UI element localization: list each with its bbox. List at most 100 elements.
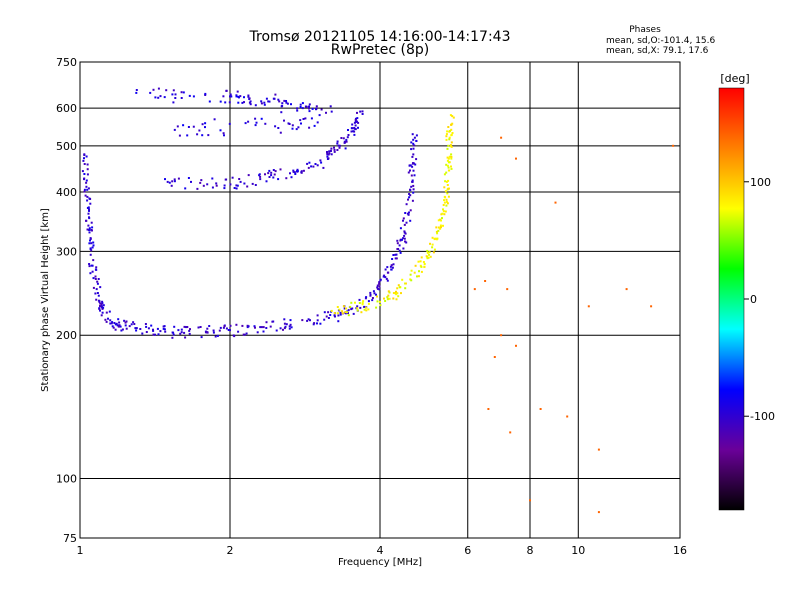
data-point [121,328,124,331]
data-point [211,177,214,180]
data-point [410,279,413,282]
data-point [187,177,190,179]
data-point [254,124,257,127]
data-point [336,142,339,145]
data-point [260,326,263,329]
data-point [180,331,183,334]
data-point [293,171,296,174]
data-point [277,127,280,129]
data-point [125,320,128,323]
data-point [443,199,445,202]
data-point [248,97,251,100]
data-point [159,330,162,333]
chart-subtitle: RwPretec (8p) [331,42,429,58]
data-point [539,408,542,410]
data-point [114,328,117,331]
data-point [409,209,412,212]
data-point [450,165,452,168]
data-point [347,129,349,131]
data-point [382,275,385,278]
data-point [402,219,404,222]
data-point [450,128,453,131]
data-point [259,326,262,329]
data-point [105,311,108,314]
data-point [316,164,319,167]
data-point [347,134,350,136]
data-point [101,307,104,310]
data-point [285,100,287,102]
data-point [296,168,299,171]
data-point [235,95,238,98]
data-point [229,95,231,98]
data-point [347,314,350,317]
data-point [354,301,356,304]
data-point [95,268,98,271]
data-point [275,329,278,332]
data-point [433,248,436,251]
data-point [243,96,245,99]
data-point [446,202,449,205]
data-point [81,170,84,173]
data-point [259,178,262,181]
data-point [236,184,239,187]
data-point [396,287,399,290]
data-point [330,309,333,312]
data-point [401,278,404,281]
data-point [391,266,394,269]
y-tick-label: 750 [56,56,77,69]
data-point [139,328,142,330]
data-point [299,119,302,122]
data-point [411,165,414,168]
data-point [392,292,395,294]
data-point [449,130,451,132]
data-point [444,180,447,183]
data-point [180,328,183,331]
data-point [163,96,166,99]
data-point [86,188,89,191]
data-point [170,184,173,187]
data-point [327,153,330,156]
data-point [213,118,216,121]
data-point [435,226,438,229]
data-point [281,102,284,105]
data-point [291,127,294,130]
data-point [211,186,214,189]
data-point [88,228,91,231]
data-point [296,170,299,173]
data-point [164,178,166,181]
data-point [308,105,310,108]
data-point [97,299,100,302]
data-point [356,305,359,308]
data-point [222,132,225,135]
data-point [188,94,191,97]
data-point [199,181,202,184]
data-point [378,285,381,288]
data-point [445,200,448,203]
data-point [307,318,310,321]
data-point [270,174,273,177]
data-point [88,231,91,234]
data-point [176,125,179,128]
data-point [172,333,175,336]
data-point [346,311,349,314]
data-point [435,238,438,241]
data-point [94,292,97,295]
data-point [111,325,114,328]
data-point [302,118,305,120]
data-point [399,251,402,254]
data-point [206,183,209,186]
data-point [334,315,336,318]
data-point [443,173,446,176]
data-point [336,312,339,315]
data-point [359,110,362,113]
data-point [313,124,316,127]
data-point [98,307,101,310]
data-point [263,101,266,104]
data-point [229,324,232,327]
data-point [163,325,166,328]
data-point [100,314,103,317]
data-point [350,301,353,304]
data-point [125,327,128,330]
data-point [386,266,389,269]
data-point [97,278,100,280]
